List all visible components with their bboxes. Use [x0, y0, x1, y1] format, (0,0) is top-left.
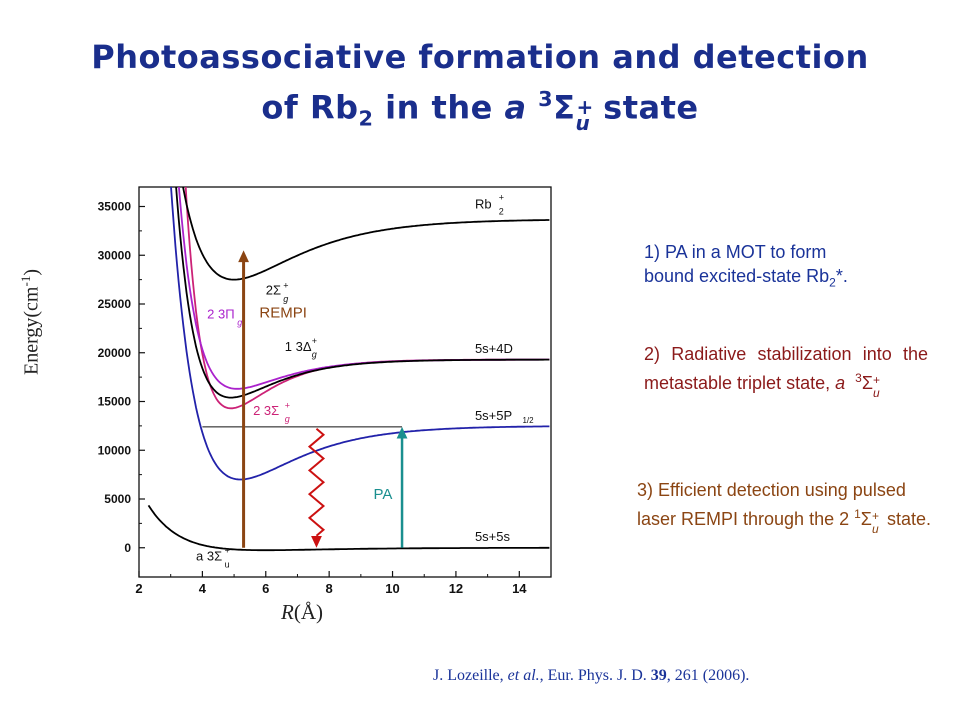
y-axis-label-sup: -1: [18, 275, 33, 287]
rempi-label: REMPI: [259, 305, 307, 322]
note-1-end: *.: [835, 266, 848, 286]
state-label-ion-plus: +: [283, 280, 288, 290]
note-2-text: 2) Radiative stabilization into the meta…: [644, 344, 928, 393]
title-subscript: 2: [358, 106, 374, 131]
x-axis-label: R(Å): [281, 600, 323, 625]
y-tick-label: 25000: [98, 297, 132, 311]
note-3-sup: 1: [854, 507, 861, 521]
asymptote-label-rb2-ion: Rb: [475, 196, 492, 211]
note-2-plus: +: [872, 373, 880, 388]
asymptote-label-sub: 2: [499, 206, 504, 216]
state-label-ion-g: g: [283, 294, 288, 304]
x-tick-label: 6: [262, 581, 269, 596]
x-tick-label: 10: [385, 581, 399, 596]
note-3-text: 3) Efficient detection using pulsed lase…: [637, 480, 906, 529]
y-tick-label: 30000: [98, 248, 132, 262]
y-tick-label: 0: [124, 541, 131, 555]
ref-volume: 39: [650, 667, 667, 684]
term-symbol-stack: + u: [576, 95, 594, 135]
note-2-sup: 3: [855, 371, 862, 385]
title-line-1: Photoassociative formation and detection: [91, 38, 869, 76]
note-1-line-2: bound excited-state Rb2*.: [644, 264, 934, 295]
x-tick-label: 4: [199, 581, 207, 596]
title-line-2: of Rb2 in the a 3Σ + u state: [0, 78, 960, 140]
note-step-2: 2) Radiative stabilization into the meta…: [644, 342, 928, 400]
note-3-plus: +: [871, 509, 879, 524]
state-label-delta-g: g: [312, 350, 317, 360]
pa-arrow-head: [396, 426, 408, 439]
page-title: Photoassociative formation and detection…: [0, 36, 960, 140]
plot-frame: [138, 186, 552, 578]
state-label-a-plus: +: [225, 546, 230, 556]
note-3-sigma: Σ: [860, 509, 872, 529]
potential-curve-1: [170, 187, 550, 481]
spontaneous-emission-arrow: [307, 428, 326, 537]
asymptote-label-5s5s: 5s+5s: [475, 529, 511, 544]
title-text: of Rb: [261, 88, 359, 127]
potential-curve-5: [182, 187, 550, 281]
note-2-sigma: Σ: [861, 373, 873, 393]
x-tick-label: 2: [135, 581, 142, 596]
state-label-sigma-g-plus: +: [285, 400, 290, 410]
asymptote-label-5s4d: 5s+4D: [475, 341, 513, 356]
potential-curve-3: [178, 187, 550, 390]
note-1-line-1: 1) PA in a MOT to form: [644, 242, 827, 262]
plus-sign: +: [576, 95, 594, 120]
note-3-term-stack: + u: [872, 509, 882, 536]
spontaneous-emission-head: [311, 536, 322, 548]
x-tick-label: 12: [449, 581, 463, 596]
ref-authors: J. Lozeille,: [433, 667, 508, 684]
ref-etal: et al.: [507, 667, 540, 684]
state-label-pi-g: g: [237, 317, 242, 327]
reference-citation: J. Lozeille, et al., Eur. Phys. J. D. 39…: [433, 667, 749, 685]
y-tick-label: 10000: [98, 443, 132, 457]
y-tick-label: 5000: [104, 492, 131, 506]
note-step-3: 3) Efficient detection using pulsed lase…: [637, 478, 947, 536]
y-axis-label-end: ): [20, 268, 43, 276]
title-text: state: [591, 88, 699, 127]
y-axis-label: Energy(cm-1): [18, 269, 44, 375]
asymptote-label-5s5p: 5s+5P: [475, 408, 512, 423]
title-text: in the: [373, 88, 505, 127]
note-3-u: u: [871, 522, 879, 537]
note-3-end: state.: [881, 509, 931, 529]
state-label-pi: 2 3Π: [207, 307, 234, 322]
y-tick-label: 20000: [98, 346, 132, 360]
potential-curve-0: [147, 504, 550, 552]
asymptote-label-5s5p-sub: 1/2: [522, 416, 534, 425]
x-tick-label: 14: [512, 581, 527, 596]
x-tick-label: 8: [326, 581, 333, 596]
note-2-italic: a: [835, 373, 846, 393]
pa-label: PA: [374, 486, 393, 503]
asymptote-label-plus: +: [499, 193, 504, 203]
note-1-text: bound excited-state Rb: [644, 266, 830, 286]
u-subscript: u: [575, 111, 591, 136]
state-label-a-u: u: [225, 559, 230, 569]
rempi-arrow-head: [238, 250, 249, 263]
title-italic: a: [504, 88, 527, 127]
note-step-1: 1) PA in a MOT to form bound excited-sta…: [644, 240, 934, 295]
note-1-subscript: 2: [829, 275, 836, 290]
state-label-delta: 1 3Δ: [285, 339, 312, 354]
state-label-a: a 3Σ: [196, 548, 222, 563]
state-label-ion: 2Σ: [266, 282, 281, 297]
potential-curve-4: [175, 187, 550, 399]
y-tick-label: 15000: [98, 395, 132, 409]
ref-journal: , Eur. Phys. J. D.: [539, 667, 651, 684]
y-axis-label-text: Energy(cm: [20, 286, 43, 376]
sigma-symbol: Σ: [553, 88, 576, 127]
state-label-sigma-g: 2 3Σ: [253, 403, 279, 418]
state-label-delta-plus: +: [312, 336, 317, 346]
note-2-term-stack: + u: [873, 373, 883, 400]
x-axis-label-r: R: [281, 600, 294, 624]
y-tick-label: 35000: [98, 200, 132, 214]
ref-pages-year: , 261 (2006).: [666, 667, 750, 684]
x-axis-label-unit: (Å): [293, 600, 323, 624]
title-superscript: 3: [538, 87, 554, 111]
note-2-u: u: [872, 386, 880, 401]
state-label-sigma-g-g: g: [285, 414, 290, 424]
